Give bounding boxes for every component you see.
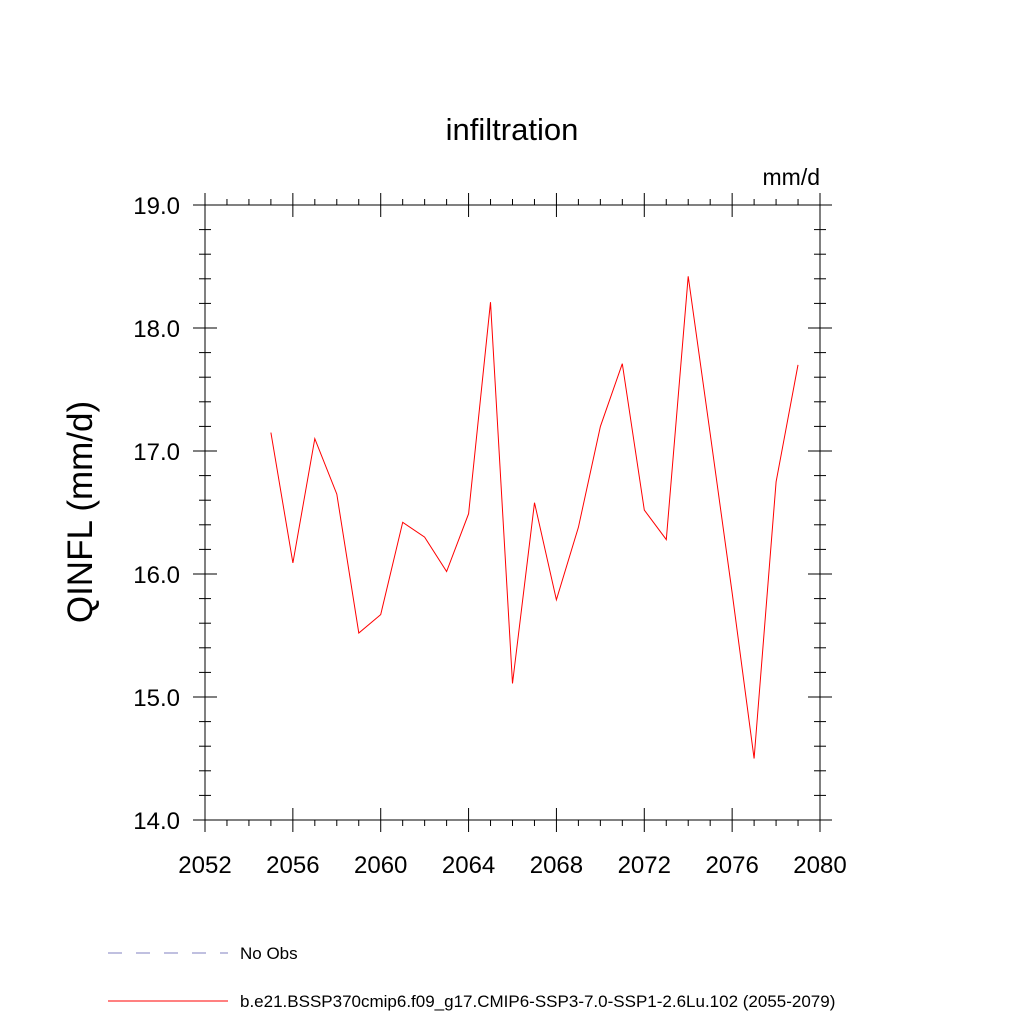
y-tick-label: 17.0 xyxy=(133,439,180,466)
series-layer xyxy=(270,276,799,759)
series-line-0 xyxy=(270,276,799,759)
x-tick-label: 2080 xyxy=(793,852,846,879)
x-tick-label: 2068 xyxy=(530,852,583,879)
plot-frame xyxy=(204,204,821,821)
x-tick-label: 2072 xyxy=(618,852,671,879)
legend-label-model: b.e21.BSSP370cmip6.f09_g17.CMIP6-SSP3-7.… xyxy=(240,992,835,1011)
units-label: mm/d xyxy=(763,164,821,190)
legend: No Obs b.e21.BSSP370cmip6.f09_g17.CMIP6-… xyxy=(108,944,835,1011)
x-tick-label: 2060 xyxy=(354,852,407,879)
y-tick-label: 18.0 xyxy=(133,316,180,343)
x-tick-label: 2076 xyxy=(705,852,758,879)
x-tick-label: 2052 xyxy=(178,852,231,879)
y-axis: 14.0 15.0 16.0 17.0 18.0 19.0 xyxy=(133,193,832,835)
y-tick-label: 16.0 xyxy=(133,562,180,589)
minor-ticks xyxy=(199,199,826,826)
chart-title: infiltration xyxy=(446,112,579,147)
y-tick-label: 15.0 xyxy=(133,685,180,712)
y-tick-label: 19.0 xyxy=(133,193,180,220)
legend-label-no-obs: No Obs xyxy=(240,944,298,963)
y-tick-label: 14.0 xyxy=(133,808,180,835)
x-axis: 2052 2056 2060 2064 2068 2072 2076 2080 xyxy=(178,193,847,879)
y-axis-label: QINFL (mm/d) xyxy=(61,401,100,623)
x-tick-label: 2056 xyxy=(266,852,319,879)
x-tick-label: 2064 xyxy=(442,852,495,879)
